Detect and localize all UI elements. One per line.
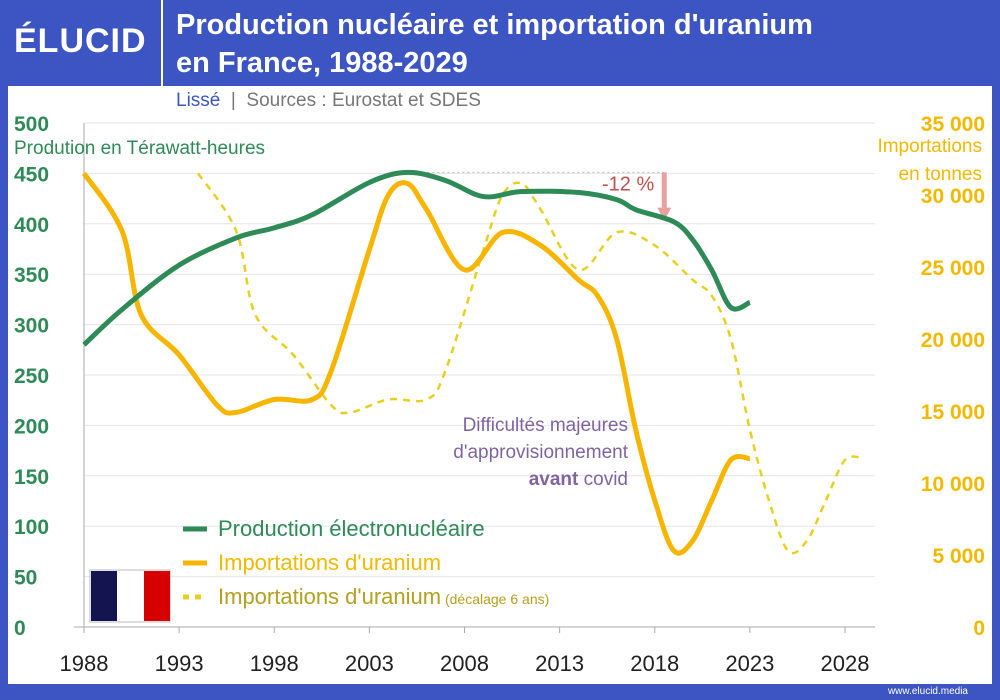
y2-tick-label: 20 000: [921, 329, 985, 352]
divider: [161, 0, 163, 86]
chart-panel: [8, 86, 992, 684]
y2-tick-label: 5 000: [932, 545, 985, 568]
footer-url[interactable]: www.elucid.media: [887, 686, 968, 697]
x-tick-label: 2003: [345, 651, 394, 676]
header: ÉLUCID Production nucléaire et importati…: [0, 0, 1000, 86]
annotation-text: Difficultés majeures: [463, 415, 628, 436]
y-tick-label: 100: [14, 516, 49, 539]
title-line-1: Production nucléaire et importation d'ur…: [176, 9, 813, 41]
y2-axis-label: en tonnes: [899, 164, 982, 185]
sources: Sources : Eurostat et SDES: [246, 90, 481, 111]
drop-label: -12 %: [602, 174, 654, 196]
legend-label: Importations d'uranium (décalage 6 ans): [218, 584, 549, 609]
y2-tick-label: 30 000: [921, 185, 985, 208]
y-tick-label: 350: [14, 264, 49, 287]
x-tick-label: 2018: [630, 651, 679, 676]
series-line-imports: [81, 171, 751, 556]
y-tick-label: 400: [14, 214, 49, 237]
y2-tick-label: 35 000: [921, 113, 985, 136]
x-tick-label: 2023: [725, 651, 774, 676]
flag-blue: [91, 571, 117, 621]
y2-tick-label: 15 000: [921, 401, 985, 424]
legend-note: (décalage 6 ans): [441, 591, 549, 607]
elucid-logo: ÉLUCID: [14, 22, 147, 60]
y-tick-label: 450: [14, 163, 49, 186]
x-tick-label: 1993: [155, 651, 204, 676]
series-line-shifted-imports: [197, 172, 865, 555]
y2-tick-label: 10 000: [921, 473, 985, 496]
x-tick-label: 1988: [60, 651, 109, 676]
flag-red: [144, 571, 170, 621]
annotation-rest: covid: [584, 469, 628, 490]
y2-axis-label: Importations: [877, 136, 982, 157]
x-tick-label: 1998: [250, 651, 299, 676]
legend-label: Production électronucléaire: [218, 516, 485, 541]
x-tick-label: 2008: [440, 651, 489, 676]
y-tick-label: 300: [14, 315, 49, 338]
y2-tick-label: 0: [973, 617, 985, 640]
y-tick-label: 0: [14, 617, 26, 640]
chart-title: Production nucléaire et importation d'ur…: [176, 6, 813, 82]
subtitle: Lissé | Sources : Eurostat et SDES: [176, 90, 481, 111]
legend-label: Importations d'uranium: [218, 550, 441, 575]
series-line-production: [82, 169, 751, 347]
smoothing-label: Lissé: [176, 90, 221, 111]
annotation-text: avant covid: [529, 469, 628, 490]
y-tick-label: 500: [14, 113, 49, 136]
drop-arrowhead: [657, 207, 672, 221]
annotation-text: d'approvisionnement: [453, 442, 628, 463]
y-tick-label: 250: [14, 365, 49, 388]
annotation-bold: avant: [529, 469, 584, 490]
y-tick-label: 150: [14, 466, 49, 489]
y-axis-label: Prodution en Térawatt-heures: [14, 138, 265, 159]
y-tick-label: 200: [14, 415, 49, 438]
title-line-2: en France, 1988-2029: [176, 47, 468, 79]
y2-tick-label: 25 000: [921, 257, 985, 280]
x-tick-label: 2013: [535, 651, 584, 676]
x-tick-label: 2028: [821, 651, 870, 676]
y-tick-label: 50: [14, 567, 37, 590]
